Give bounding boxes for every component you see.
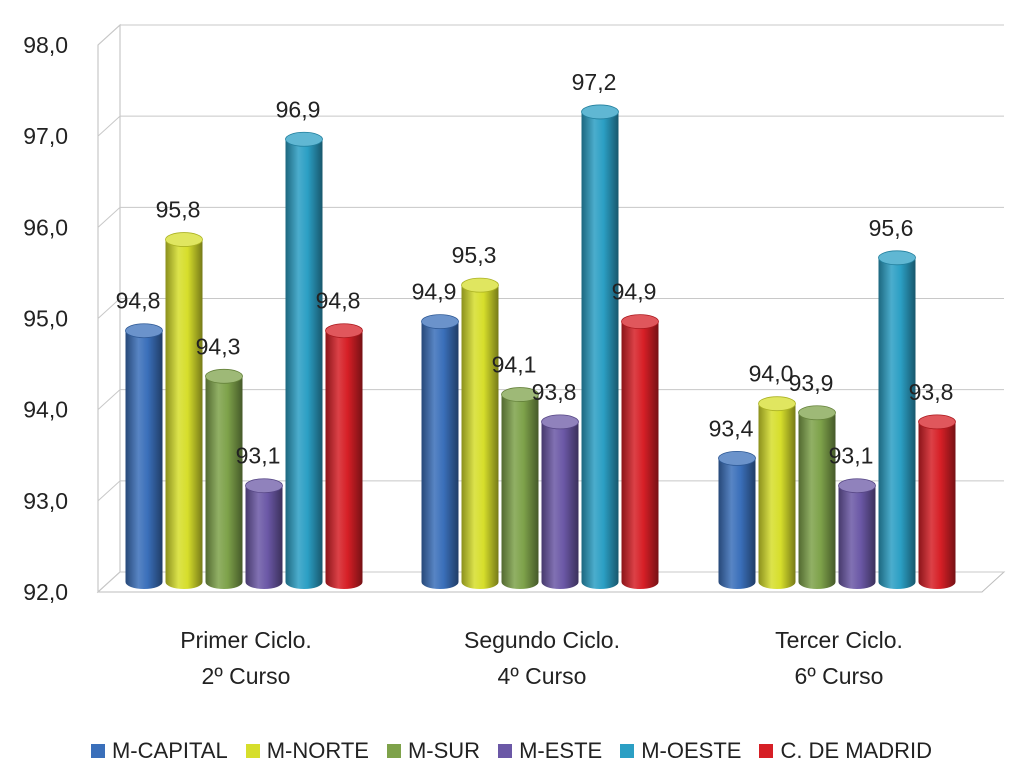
data-label: 93,8 [532, 379, 577, 405]
legend-item: M-OESTE [620, 738, 741, 764]
data-label: 96,9 [276, 96, 321, 122]
x-tick-label: 6º Curso [795, 663, 884, 689]
bar [165, 239, 203, 590]
y-tick-label: 96,0 [23, 214, 68, 240]
x-tick-label: 4º Curso [498, 663, 587, 689]
legend-swatch [759, 744, 774, 758]
gridline [97, 298, 1004, 319]
bar [581, 111, 619, 589]
bar-top [621, 314, 659, 330]
legend-item: M-CAPITAL [90, 738, 228, 764]
bar-top [758, 396, 796, 412]
data-label: 94,8 [316, 288, 361, 314]
x-tick-label: Tercer Ciclo. [775, 627, 903, 653]
x-tick-label: 2º Curso [202, 663, 291, 689]
bar [758, 403, 796, 589]
bar [718, 458, 756, 589]
data-label: 94,0 [749, 361, 794, 387]
bar-top [878, 250, 916, 266]
bar [541, 421, 579, 589]
bar [325, 330, 363, 589]
legend-item: M-ESTE [498, 738, 602, 764]
y-tick-label: 95,0 [23, 306, 68, 332]
bar [798, 412, 836, 589]
data-label: 94,9 [612, 279, 657, 305]
gridline [97, 24, 1004, 46]
bar-top [245, 478, 283, 494]
data-label: 93,4 [709, 415, 754, 441]
bar-top [918, 414, 956, 430]
data-label: 95,8 [156, 197, 201, 223]
legend-label: M-NORTE [266, 738, 369, 763]
data-label: 94,1 [492, 352, 537, 378]
gridline [97, 571, 1004, 593]
y-tick-label: 93,0 [23, 488, 68, 514]
gridline [97, 115, 1004, 137]
legend-swatch [90, 744, 105, 758]
legend-label: M-ESTE [519, 738, 603, 763]
legend-item: M-NORTE [245, 738, 369, 764]
bar [621, 321, 659, 589]
bar [245, 485, 283, 589]
y-tick-label: 94,0 [23, 397, 68, 423]
legend-item: M-SUR [386, 738, 481, 764]
legend-item: C. DE MADRID [759, 738, 932, 764]
bar [285, 139, 323, 589]
legend-label: M-OESTE [641, 738, 742, 763]
x-tick-label: Segundo Ciclo. [464, 627, 620, 653]
legend-swatch [620, 744, 635, 758]
data-label: 97,2 [572, 69, 617, 95]
data-label: 94,3 [196, 333, 241, 359]
bar-top [798, 405, 836, 421]
legend-swatch [386, 744, 401, 758]
bar-top [325, 323, 363, 339]
legend-swatch [245, 744, 260, 758]
data-label: 94,9 [412, 279, 457, 305]
legend-label: C. DE MADRID [780, 738, 932, 763]
y-tick-label: 98,0 [23, 32, 68, 58]
bar [918, 421, 956, 589]
y-tick-label: 92,0 [23, 579, 68, 605]
bar [125, 330, 163, 589]
data-label: 93,1 [236, 443, 281, 469]
bar-top [125, 323, 163, 339]
bar [838, 485, 876, 589]
bar [501, 394, 539, 589]
data-label: 93,1 [829, 443, 874, 469]
gridline [97, 389, 1004, 411]
legend-label: M-CAPITAL [111, 738, 228, 763]
x-tick-label: Primer Ciclo. [180, 627, 312, 653]
bar-top [501, 387, 539, 402]
data-label: 95,3 [452, 242, 497, 268]
bar-top [205, 368, 243, 384]
bar-top [838, 478, 876, 494]
bar [878, 257, 916, 589]
bar [421, 321, 459, 589]
data-label: 95,6 [869, 215, 914, 241]
chart-legend: M-CAPITAL M-NORTE M-SUR M-ESTE M-OESTE C. DE … [0, 738, 1023, 764]
bar-chart: 92,0 93,0 94,0 95,0 96,0 97,0 98,0 94,8 95,8 94,3… [23, 23, 1006, 689]
legend-label: M-SUR [407, 738, 481, 763]
bar-top [421, 314, 459, 330]
bar-top [718, 450, 756, 466]
bar-top [165, 232, 203, 247]
bar-top [285, 131, 323, 147]
bar-top [461, 277, 499, 293]
gridline [97, 480, 1004, 502]
data-label: 93,9 [789, 370, 834, 396]
gridline [97, 206, 1004, 228]
bar-top [581, 104, 619, 120]
bar [461, 285, 499, 589]
y-tick-label: 97,0 [23, 123, 68, 149]
data-label: 94,8 [116, 288, 161, 314]
bar-top [541, 414, 579, 430]
legend-swatch [498, 744, 513, 758]
data-label: 93,8 [909, 379, 954, 405]
bar [205, 376, 243, 589]
